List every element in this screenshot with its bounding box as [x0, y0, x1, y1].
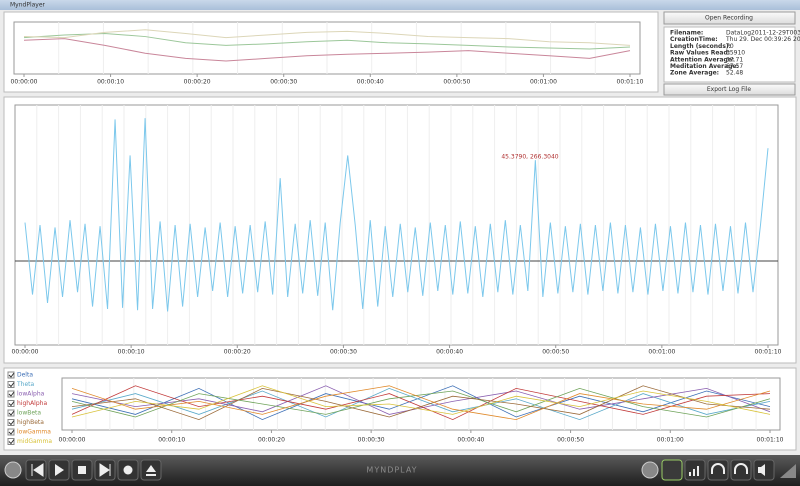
- x-tick-label: 00:00:30: [330, 349, 357, 356]
- legend-check: [8, 429, 15, 435]
- x-tick-label: 00:00:40: [357, 79, 384, 86]
- x-tick-label: 00:01:10: [755, 349, 782, 356]
- x-tick-label: 00:00:40: [457, 437, 484, 444]
- record-icon: [123, 465, 133, 475]
- x-tick-label: 00:01:10: [617, 79, 644, 86]
- legend-label[interactable]: highAlpha: [17, 400, 47, 407]
- headset2-icon: [734, 463, 748, 474]
- series-line: [71, 387, 771, 418]
- eject-icon: [146, 465, 156, 476]
- series-line: [24, 118, 769, 312]
- x-tick-label: 00:00:50: [443, 79, 470, 86]
- legend-label[interactable]: midGamma: [17, 438, 52, 445]
- info-key: Zone Average:: [670, 70, 719, 77]
- info-key: Meditation Average:: [670, 63, 739, 70]
- x-tick-label: 00:00:10: [158, 437, 185, 444]
- volume-slider[interactable]: [780, 464, 796, 478]
- x-tick-label: 00:00:00: [12, 349, 39, 356]
- series-line: [71, 385, 771, 421]
- x-tick-label: 00:00:50: [557, 437, 584, 444]
- x-tick-label: 00:01:10: [757, 437, 784, 444]
- x-tick-label: 00:00:30: [270, 79, 297, 86]
- legend-label[interactable]: Theta: [16, 381, 35, 388]
- series-line: [71, 385, 771, 418]
- info-box: [663, 26, 796, 83]
- x-tick-label: 00:00:00: [11, 79, 38, 86]
- info-key: Attention Average:: [670, 56, 734, 63]
- series-line: [71, 385, 771, 421]
- device-button[interactable]: [661, 459, 683, 481]
- series-line: [23, 32, 631, 50]
- x-tick-label: 00:00:50: [542, 349, 569, 356]
- next-icon: [99, 463, 111, 477]
- legend-label[interactable]: lowAlpha: [17, 391, 45, 398]
- x-tick-label: 00:00:30: [358, 437, 385, 444]
- headset-icon: [711, 463, 725, 474]
- x-tick-label: 00:01:00: [657, 437, 684, 444]
- settings-button[interactable]: [4, 461, 22, 479]
- legend-checkbox[interactable]: [7, 419, 15, 426]
- x-tick-label: 00:00:20: [258, 437, 285, 444]
- title-bar: [0, 0, 800, 10]
- x-tick-label: 00:00:20: [224, 349, 251, 356]
- legend-checkbox[interactable]: [7, 428, 15, 436]
- info-value: 67.57: [726, 63, 743, 70]
- legend-checkbox[interactable]: [7, 409, 15, 417]
- status-button[interactable]: [641, 461, 659, 479]
- series-line: [71, 385, 771, 415]
- legend-checkbox[interactable]: [7, 371, 15, 379]
- legend-label[interactable]: highBeta: [17, 419, 44, 426]
- info-key: CreationTime:: [670, 36, 718, 43]
- window-title: MyndPlayer: [10, 2, 46, 9]
- info-value: Thu 29. Dec 00:39:26 2011: [725, 36, 800, 43]
- plot-area: [14, 104, 779, 346]
- legend-checkbox[interactable]: [7, 381, 15, 388]
- legend-checkbox[interactable]: [7, 400, 15, 407]
- info-value: 52.48: [726, 70, 743, 77]
- x-tick-label: 00:00:00: [59, 437, 86, 444]
- open-button[interactable]: [663, 11, 796, 25]
- headset2-button[interactable]: [730, 459, 752, 481]
- stats-icon: [689, 466, 699, 476]
- series-line: [23, 29, 631, 46]
- x-tick-label: 00:00:40: [436, 349, 463, 356]
- legend-check: [8, 372, 15, 378]
- play-icon: [55, 464, 64, 476]
- legend-check: [8, 439, 15, 445]
- volume-icon: [758, 464, 765, 476]
- stop-icon: [78, 466, 86, 474]
- headset-button[interactable]: [707, 459, 729, 481]
- open-button-label[interactable]: Open Recording: [705, 15, 753, 22]
- prev-icon: [31, 463, 44, 477]
- x-tick-label: 00:01:00: [648, 349, 675, 356]
- legend-label[interactable]: lowBeta: [17, 410, 41, 417]
- legend-check: [8, 382, 15, 388]
- legend-checkbox[interactable]: [7, 390, 15, 398]
- info-key: Filename:: [670, 30, 703, 37]
- legend-label[interactable]: Delta: [17, 372, 33, 379]
- legend-check: [8, 401, 15, 407]
- info-value: 37.71: [726, 56, 743, 63]
- info-key: Length (seconds):: [670, 43, 731, 50]
- info-key: Raw Values Read:: [670, 50, 730, 57]
- export-button-label[interactable]: Export Log File: [707, 86, 752, 93]
- legend-check: [8, 410, 15, 416]
- legend-check: [8, 420, 15, 426]
- legend-check: [8, 391, 15, 397]
- legend-label[interactable]: lowGamma: [17, 429, 51, 436]
- x-tick-label: 00:00:10: [118, 349, 145, 356]
- info-value: DataLog2011-12-29T003935: [726, 30, 800, 37]
- legend-checkbox[interactable]: [7, 438, 15, 445]
- info-value: 70: [726, 43, 734, 50]
- x-tick-label: 00:00:10: [97, 79, 124, 86]
- logo: MYNDPLAY: [366, 466, 417, 475]
- x-tick-label: 00:00:20: [184, 79, 211, 86]
- x-tick-label: 00:01:00: [530, 79, 557, 86]
- info-value: 35910: [726, 50, 745, 57]
- export-button[interactable]: [663, 83, 796, 96]
- series-line: [23, 38, 631, 62]
- annotation: 45.3790, 266.3040: [501, 154, 558, 161]
